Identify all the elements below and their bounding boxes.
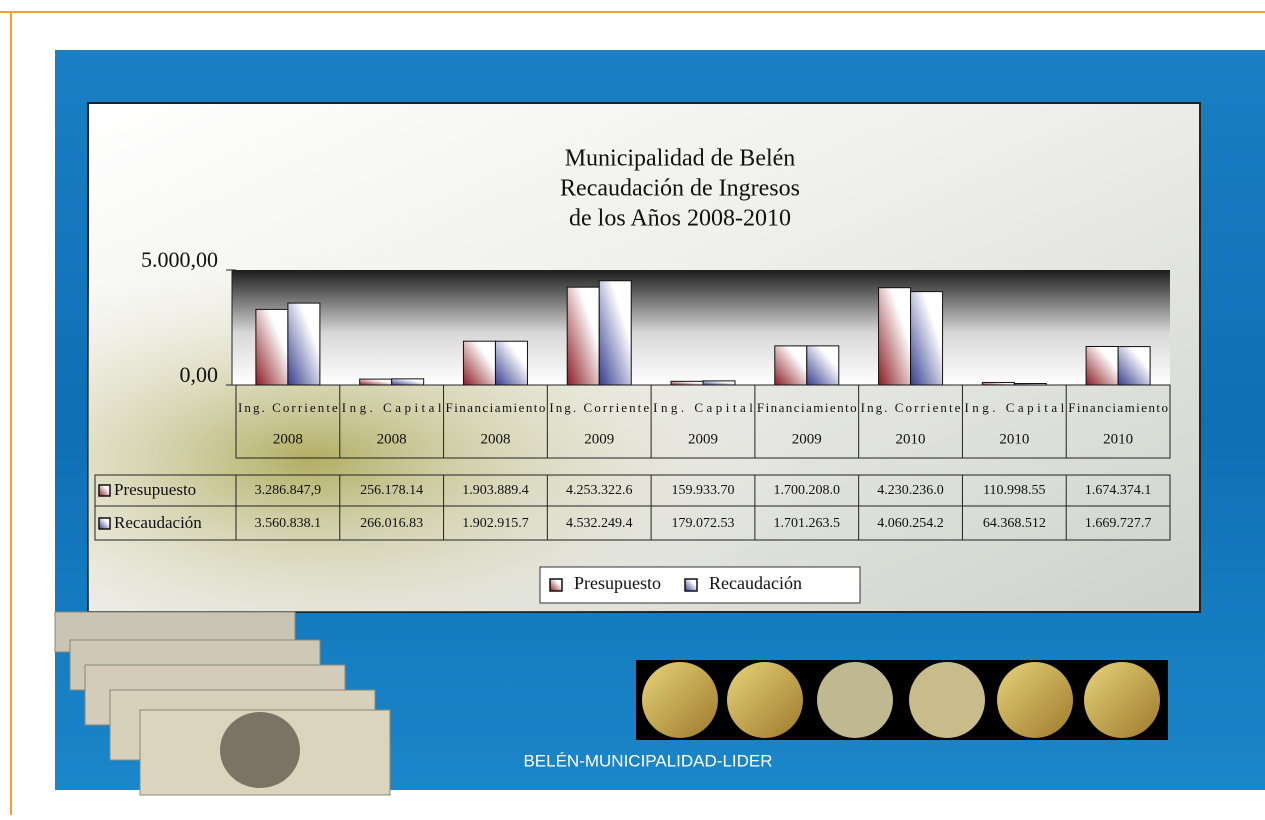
x-tick-label: Financiamiento [757, 400, 857, 415]
bar [1013, 383, 1047, 386]
x-tick-label: Financiamiento [1068, 400, 1168, 415]
coin [997, 662, 1073, 738]
x-tick-label: 2008 [480, 431, 510, 447]
chart-title: Municipalidad de Belén [565, 146, 796, 172]
x-tick-label: 2010 [1103, 431, 1133, 447]
legend-key [98, 517, 111, 530]
data-label: 1.701.263.5 [774, 516, 841, 531]
chart-title: de los Años 2008-2010 [569, 206, 791, 232]
plot-area [232, 270, 1170, 385]
bar [359, 378, 393, 386]
data-label: 64.368.512 [983, 516, 1046, 531]
bar [878, 287, 912, 386]
bar [462, 340, 496, 386]
legend-label: Recaudación [709, 573, 802, 593]
data-label: 3.286.847,9 [255, 483, 322, 498]
x-tick-label: Ing. Corriente [549, 400, 649, 415]
bar [670, 380, 704, 386]
data-label: 4.532.249.4 [566, 516, 633, 531]
bar [806, 345, 840, 386]
x-tick-label: 2010 [896, 431, 926, 447]
legend-key [549, 578, 563, 592]
data-label: 1.700.208.0 [774, 483, 841, 498]
data-label: 4.253.322.6 [566, 483, 633, 498]
x-tick-label: 2009 [792, 431, 822, 447]
data-label: 110.998.55 [983, 483, 1045, 498]
bar [981, 381, 1015, 386]
data-label: 4.230.236.0 [877, 483, 944, 498]
bar [566, 286, 600, 386]
top-rule [0, 11, 1265, 13]
bar [494, 340, 528, 386]
chart-title: Recaudación de Ingresos [560, 176, 800, 202]
x-tick-label: 2008 [377, 431, 407, 447]
coin [642, 662, 718, 738]
bar [702, 380, 736, 386]
x-tick-label: Financiamiento [446, 400, 546, 415]
x-tick-label: 2010 [999, 431, 1029, 447]
y-tick-label: 0,00 [180, 362, 219, 387]
bar [287, 302, 321, 386]
data-label: 4.060.254.2 [877, 516, 944, 531]
data-label: 1.903.889.4 [462, 483, 529, 498]
data-label: 159.933.70 [672, 483, 735, 498]
bar [774, 345, 808, 386]
row-header: Recaudación [114, 513, 202, 532]
data-label: 3.560.838.1 [255, 516, 322, 531]
x-tick-label: 2008 [273, 431, 303, 447]
x-tick-label: 2009 [688, 431, 718, 447]
data-label: 256.178.14 [360, 483, 423, 498]
data-label: 1.902.915.7 [462, 516, 529, 531]
legend-key [98, 484, 111, 497]
legend-box [539, 566, 861, 604]
bar [598, 280, 632, 386]
banknotes [54, 611, 391, 796]
y-tick-label: 5.000,00 [141, 247, 218, 272]
bar [910, 291, 944, 386]
bar [1085, 345, 1119, 386]
bar [1117, 346, 1151, 386]
data-label: 179.072.53 [672, 516, 735, 531]
coin [817, 662, 893, 738]
coin [909, 662, 985, 738]
portrait [220, 712, 300, 788]
data-label: 1.669.727.7 [1085, 516, 1152, 531]
coin-strip [636, 660, 1168, 740]
bar [391, 378, 425, 386]
x-tick-label: Ing. Corriente [238, 400, 338, 415]
x-tick-label: Ing. Corriente [861, 400, 961, 415]
legend-key [684, 578, 698, 592]
coins [636, 660, 1168, 740]
row-header: Presupuesto [114, 480, 196, 499]
x-tick-label: 2009 [584, 431, 614, 447]
data-label: 1.674.374.1 [1085, 483, 1152, 498]
bar [255, 308, 289, 386]
footer: BELÉN-MUNICIPALIDAD-LIDER [523, 751, 772, 770]
data-label: 266.016.83 [360, 516, 423, 531]
coin [1084, 662, 1160, 738]
legend-label: Presupuesto [574, 573, 661, 593]
left-rule [10, 11, 12, 815]
coin [727, 662, 803, 738]
